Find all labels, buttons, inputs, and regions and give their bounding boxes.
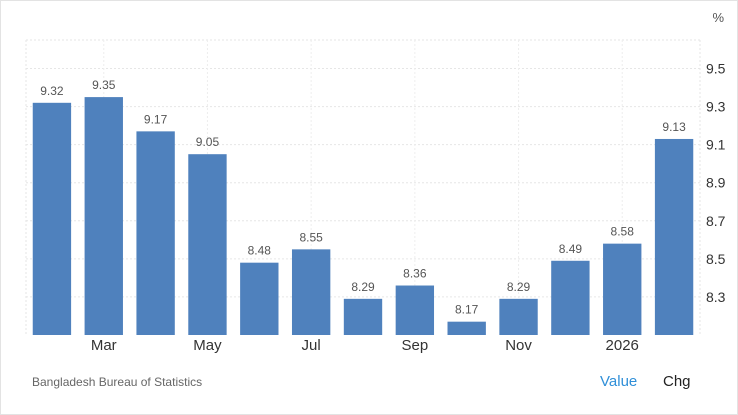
data-label: 8.29 xyxy=(351,280,375,294)
data-label: 9.35 xyxy=(92,78,116,92)
bar[interactable] xyxy=(343,298,383,335)
data-label: 8.29 xyxy=(507,280,531,294)
bar[interactable] xyxy=(32,102,72,335)
bar[interactable] xyxy=(654,138,694,335)
data-label: 9.17 xyxy=(144,112,168,126)
source-label: Bangladesh Bureau of Statistics xyxy=(32,375,203,389)
data-label: 8.36 xyxy=(403,267,427,281)
data-label: 8.49 xyxy=(559,242,583,256)
x-tick-label: Mar xyxy=(91,337,117,354)
y-tick-label: 8.9 xyxy=(706,175,726,191)
bar[interactable] xyxy=(499,298,538,335)
bar[interactable] xyxy=(136,131,175,335)
x-tick-label: May xyxy=(193,337,222,354)
bar[interactable] xyxy=(603,243,642,335)
x-tick-label: Sep xyxy=(401,337,428,354)
x-tick-label: Nov xyxy=(505,337,532,354)
bar[interactable] xyxy=(395,285,435,335)
y-tick-label: 9.1 xyxy=(706,137,726,153)
x-axis-ticks: Mar May Jul Sep Nov 2026 xyxy=(91,337,639,354)
bar[interactable] xyxy=(291,249,331,335)
data-label: 8.58 xyxy=(611,225,635,239)
y-tick-label: 9.3 xyxy=(706,99,726,115)
x-tick-label: 2026 xyxy=(606,337,639,354)
data-label: 8.48 xyxy=(248,244,272,258)
unit-label: % xyxy=(712,10,724,25)
data-label: 8.17 xyxy=(455,303,479,317)
bar[interactable] xyxy=(551,260,590,335)
bar[interactable] xyxy=(447,321,486,335)
data-label: 8.55 xyxy=(299,230,323,244)
data-label: 9.05 xyxy=(196,135,220,149)
y-tick-label: 8.5 xyxy=(706,251,726,267)
x-tick-label: Jul xyxy=(302,337,321,354)
data-label: 9.32 xyxy=(40,84,64,98)
bars xyxy=(32,97,694,335)
y-tick-label: 8.7 xyxy=(706,213,726,229)
chg-toggle-button[interactable]: Chg xyxy=(663,373,691,390)
bar[interactable] xyxy=(84,97,123,335)
value-toggle-button[interactable]: Value xyxy=(600,373,638,390)
y-tick-label: 9.5 xyxy=(706,61,726,77)
data-labels: 9.32 9.35 9.17 9.05 8.48 8.55 8.29 8.36 8.17 8.29… xyxy=(40,78,686,317)
y-axis-ticks: 8.3 8.5 8.7 8.9 9.1 9.3 9.5 xyxy=(706,61,726,305)
data-label: 9.13 xyxy=(662,120,686,134)
bar[interactable] xyxy=(188,154,227,335)
bar[interactable] xyxy=(240,262,279,335)
y-tick-label: 8.3 xyxy=(706,289,726,305)
